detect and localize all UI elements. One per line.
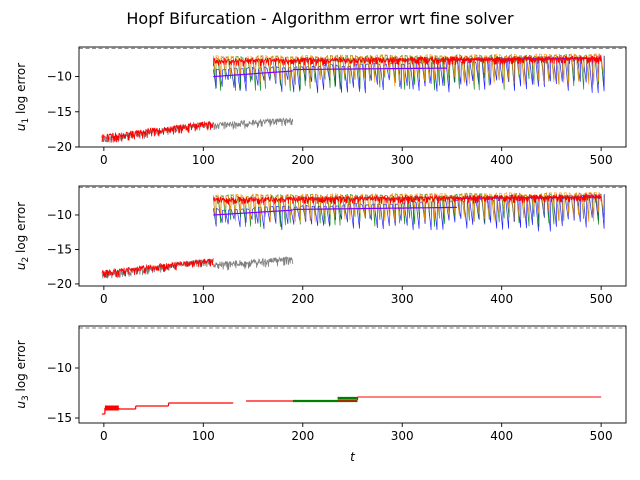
- series-ff0000: [101, 193, 602, 279]
- x-tick-label: 500: [590, 153, 613, 167]
- y-tick-label: −15: [47, 105, 72, 119]
- axes-frame: [78, 325, 627, 424]
- x-tick-label: 300: [391, 429, 414, 443]
- series-line: [212, 191, 605, 223]
- x-tick-label: 200: [291, 153, 314, 167]
- axes-frame: [78, 46, 627, 148]
- series-ff0000: [101, 54, 602, 143]
- y-tick-label: −20: [47, 277, 72, 291]
- x-axis-label: t: [350, 450, 356, 464]
- x-tick-label: 200: [291, 292, 314, 306]
- series-ff8c00: [212, 191, 605, 223]
- x-tick-label: 300: [391, 292, 414, 306]
- series-line: [213, 70, 293, 78]
- panel-1: 0 100 200 300 400 500 −20 −15 −10 u1 log error: [14, 46, 627, 167]
- x-tick-label: 500: [590, 429, 613, 443]
- panels: 0 100 200 300 400 500 −20 −15 −10 u1 log error 0 10…: [14, 46, 627, 464]
- series-ff8c00: [212, 52, 605, 87]
- x-tick-label: 300: [391, 153, 414, 167]
- y-tick-label: −15: [47, 411, 72, 425]
- y-axis-label: u3 log error: [14, 340, 31, 408]
- y-tick-label: −20: [47, 140, 72, 154]
- series-808080: [101, 56, 602, 143]
- series-line: [213, 209, 293, 216]
- series-ff0000: [101, 396, 602, 415]
- panel-2: 0 100 200 300 400 500 −20 −15 −10 u2 log error: [14, 185, 627, 306]
- series-line: [212, 193, 602, 205]
- series-line: [101, 258, 214, 279]
- plot-area: [101, 191, 605, 279]
- series-line: [292, 206, 457, 210]
- x-tick-label: 100: [192, 292, 215, 306]
- series-line: [212, 255, 294, 271]
- x-tick-label: 100: [192, 153, 215, 167]
- x-tick-label: 400: [490, 153, 513, 167]
- series-line: [292, 67, 448, 71]
- y-axis-label: u1 log error: [14, 63, 31, 131]
- series-line: [212, 52, 605, 87]
- figure-title: Hopf Bifurcation - Algorithm error wrt f…: [126, 9, 514, 28]
- x-tick-label: 200: [291, 429, 314, 443]
- x-tick-label: 400: [490, 429, 513, 443]
- x-tick-label: 500: [590, 292, 613, 306]
- series-line: [213, 116, 294, 131]
- y-tick-label: −10: [47, 208, 72, 222]
- series-008000: [292, 396, 358, 403]
- x-tick-label: 0: [100, 429, 108, 443]
- panel-3: 0 100 200 300 400 500 −15 −10 u3 log error t: [14, 325, 627, 464]
- y-tick-label: −15: [47, 242, 72, 256]
- axes-frame: [78, 185, 627, 287]
- x-tick-label: 100: [192, 429, 215, 443]
- y-axis-label: u2 log error: [14, 202, 31, 270]
- x-tick-label: 0: [100, 153, 108, 167]
- x-tick-label: 400: [490, 292, 513, 306]
- series-line: [212, 54, 602, 67]
- y-tick-label: −10: [47, 70, 72, 84]
- series-line: [101, 121, 214, 143]
- plot-area: [101, 52, 605, 143]
- x-tick-label: 0: [100, 292, 108, 306]
- y-tick-label: −10: [47, 361, 72, 375]
- plot-area: [101, 396, 602, 415]
